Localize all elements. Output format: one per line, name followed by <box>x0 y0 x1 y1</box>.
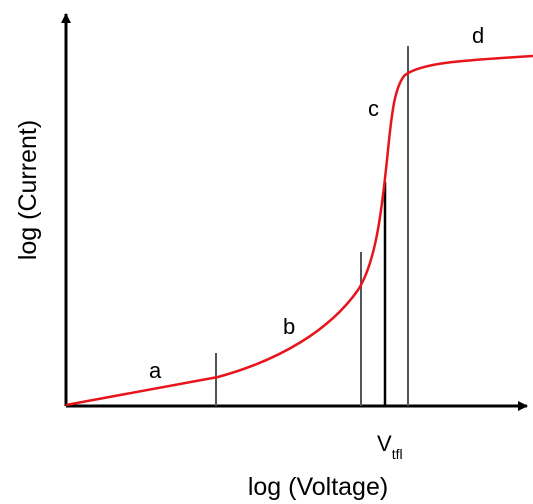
threshold-voltage-label: Vtfl <box>377 431 403 462</box>
x-axis-label: log (Voltage) <box>248 473 388 501</box>
region-label-c: c <box>368 96 379 121</box>
y-axis-label: log (Current) <box>14 120 42 260</box>
current-voltage-curve <box>65 54 533 407</box>
region-label-d: d <box>472 23 484 48</box>
region-label-b: b <box>283 314 295 339</box>
threshold-voltage-main: V <box>377 431 392 456</box>
region-label-a: a <box>149 358 162 383</box>
threshold-voltage-subscript: tfl <box>392 446 403 462</box>
